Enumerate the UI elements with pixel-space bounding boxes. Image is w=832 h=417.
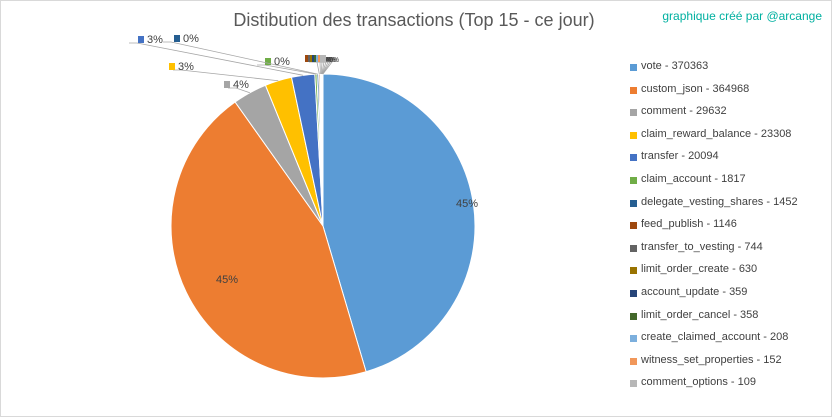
- data-label-transfer: 3%: [147, 34, 163, 46]
- data-label-witness-set-properties: 0%: [327, 57, 337, 64]
- legend-item-transfer-to-vesting: transfer_to_vesting - 744: [630, 240, 825, 263]
- data-label-key-comment: [224, 81, 230, 88]
- pie-slice-custom-json: [170, 101, 367, 379]
- data-label-limit-order-cancel: 0%: [323, 57, 333, 64]
- legend-item-transfer: transfer - 20094: [630, 149, 825, 172]
- legend-item-feed-publish: feed_publish - 1146: [630, 217, 825, 240]
- legend-label: comment_options - 109: [641, 376, 756, 389]
- data-label-account-update: 0%: [321, 57, 331, 64]
- legend-swatch: [630, 176, 637, 184]
- leader-line-transfer: [129, 42, 304, 76]
- chart-credit: graphique créé par @arcange: [662, 9, 822, 23]
- legend-swatch: [630, 131, 637, 139]
- legend-swatch: [630, 267, 637, 275]
- legend-item-witness-set-properties: witness_set_properties - 152: [630, 353, 825, 376]
- data-label-key-delegate-vesting-shares: [174, 35, 180, 42]
- legend-label: witness_set_properties - 152: [641, 353, 782, 366]
- data-label-key-transfer: [138, 36, 144, 43]
- legend-swatch: [630, 289, 637, 297]
- legend-label: limit_order_cancel - 358: [641, 308, 759, 321]
- legend-swatch: [630, 109, 637, 117]
- legend-swatch: [630, 199, 637, 207]
- legend-item-comment: comment - 29632: [630, 104, 825, 127]
- pie-slice-vote: [322, 73, 476, 373]
- leader-line-claim-reward-balance: [173, 69, 279, 82]
- legend-item-vote: vote - 370363: [630, 59, 825, 82]
- legend-label: limit_order_create - 630: [641, 263, 758, 276]
- legend-item-create-claimed-account: create_claimed_account - 208: [630, 330, 825, 353]
- legend-swatch: [630, 244, 637, 252]
- legend-swatch: [630, 222, 637, 230]
- data-label-key-claim-account: [265, 58, 271, 65]
- data-label-create-claimed-account: 0%: [325, 57, 335, 64]
- legend-label: delegate_vesting_shares - 1452: [641, 195, 798, 208]
- legend-label: transfer_to_vesting - 744: [641, 240, 763, 253]
- leader-line-delegate-vesting-shares: [163, 41, 318, 75]
- legend-item-claim-account: claim_account - 1817: [630, 172, 825, 195]
- legend-label: claim_account - 1817: [641, 172, 746, 185]
- leader-line-comment: [228, 87, 250, 94]
- legend-label: create_claimed_account - 208: [641, 331, 789, 344]
- legend-label: claim_reward_balance - 23308: [641, 127, 792, 140]
- leader-line-comment-options: [322, 61, 333, 75]
- data-label-key-comment-options: [320, 55, 326, 62]
- chart-title: Distibution des transactions (Top 15 - c…: [233, 10, 595, 30]
- legend-label: custom_json - 364968: [641, 82, 750, 95]
- data-label-vote: 45%: [456, 198, 478, 210]
- data-label-delegate-vesting-shares: 0%: [183, 33, 199, 45]
- legend-swatch: [630, 357, 637, 365]
- legend-label: comment - 29632: [641, 105, 727, 118]
- legend-item-account-update: account_update - 359: [630, 285, 825, 308]
- legend-item-delegate-vesting-shares: delegate_vesting_shares - 1452: [630, 195, 825, 218]
- legend-label: feed_publish - 1146: [641, 218, 737, 231]
- data-label-key-claim-reward-balance: [169, 63, 175, 70]
- legend-label: vote - 370363: [641, 60, 709, 72]
- legend-item-limit-order-cancel: limit_order_cancel - 358: [630, 308, 825, 331]
- legend-swatch: [630, 335, 637, 343]
- data-label-custom-json: 45%: [216, 274, 238, 286]
- legend-swatch: [630, 64, 637, 71]
- legend-swatch: [630, 380, 637, 388]
- data-label-comment: 4%: [233, 79, 249, 91]
- legend-swatch: [630, 312, 637, 320]
- data-label-claim-reward-balance: 3%: [178, 61, 194, 73]
- legend-swatch: [630, 154, 637, 162]
- legend-item-comment-options: comment_options - 109: [630, 375, 825, 398]
- legend-item-limit-order-create: limit_order_create - 630: [630, 262, 825, 285]
- legend-item-custom-json: custom_json - 364968: [630, 82, 825, 105]
- legend-item-claim-reward-balance: claim_reward_balance - 23308: [630, 127, 825, 150]
- data-label-comment-options: 0%: [329, 57, 339, 64]
- chart-legend: vote - 370363 custom_json - 364968 comment…: [630, 59, 825, 398]
- legend-label: account_update - 359: [641, 285, 748, 298]
- legend-swatch: [630, 86, 637, 94]
- legend-label: transfer - 20094: [641, 150, 719, 163]
